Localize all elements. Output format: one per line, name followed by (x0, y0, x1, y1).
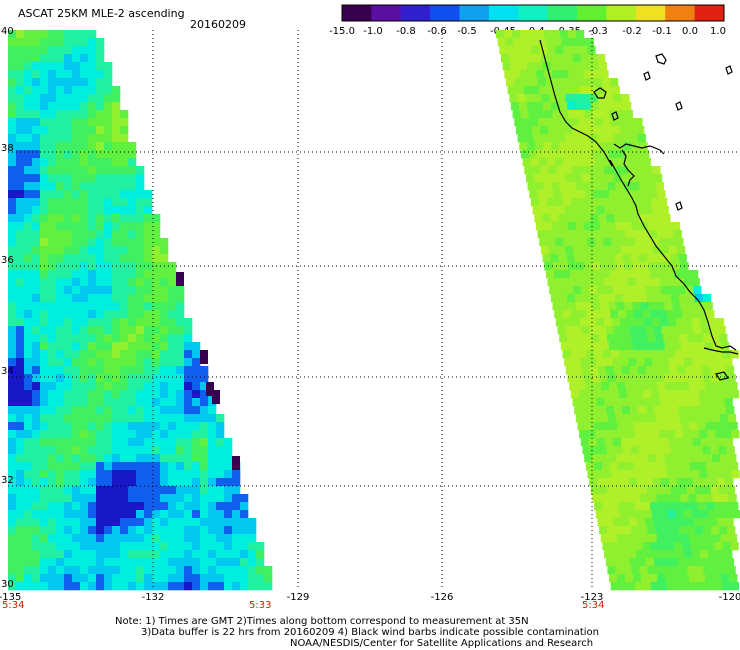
colorbar-tick: 1.0 (710, 26, 726, 37)
island-2 (593, 87, 607, 99)
california-coast (539, 39, 737, 351)
island-7 (675, 201, 683, 211)
colorbar-swatch (665, 5, 696, 21)
island-5 (675, 101, 683, 111)
colorbar (341, 4, 725, 22)
lon-label: -126 (430, 592, 454, 603)
lon-label: -129 (286, 592, 310, 603)
colorbar-swatch (488, 5, 519, 21)
sf-bay-coast (613, 143, 665, 155)
colorbar-tick: -0.3 (588, 26, 608, 37)
colorbar-swatch (547, 5, 578, 21)
island-4 (643, 71, 651, 81)
lat-label: 40 (1, 26, 14, 37)
colorbar-swatch (400, 5, 431, 21)
colorbar-swatch (694, 5, 725, 21)
colorbar-tick: -0.8 (396, 26, 416, 37)
data-swaths (8, 30, 740, 591)
island-8 (725, 65, 733, 75)
lat-label: 38 (1, 143, 14, 154)
colorbar-swatch (459, 5, 490, 21)
lat-label: 36 (1, 255, 14, 266)
lat-label: 30 (1, 579, 14, 590)
swath-time: 5:34 (582, 600, 605, 611)
island-6 (715, 371, 729, 381)
colorbar-tick: 0.0 (682, 26, 698, 37)
island-1 (655, 53, 667, 65)
bay-inner (621, 149, 635, 187)
lon-label: -132 (141, 592, 165, 603)
colorbar-swatch (430, 5, 461, 21)
colorbar-tick: -15.0 (329, 26, 355, 37)
colorbar-tick: -0.6 (427, 26, 447, 37)
coastline (539, 39, 739, 381)
note-line-1: Note: 1) Times are GMT 2)Times along bot… (115, 616, 529, 627)
colorbar-border (341, 4, 725, 22)
lon-label: -135 (0, 592, 22, 603)
lat-label: 32 (1, 475, 14, 486)
colorbar-tick: -0.2 (622, 26, 642, 37)
swath-time: 5:34 (2, 600, 25, 611)
colorbar-swatch (518, 5, 549, 21)
colorbar-tick: -1.0 (363, 26, 383, 37)
lon-label: -123 (580, 592, 604, 603)
lat-label: 34 (1, 366, 14, 377)
colorbar-swatch (606, 5, 637, 21)
note-line-3: NOAA/NESDIS/Center for Satellite Applica… (290, 638, 594, 649)
island-3 (611, 111, 619, 121)
santa-barbara-coast (703, 347, 739, 355)
map-panel (8, 30, 740, 591)
swath-time: 5:33 (249, 600, 272, 611)
colorbar-tick: -0.5 (457, 26, 477, 37)
colorbar-swatch (342, 5, 372, 21)
colorbar-swatch (577, 5, 607, 21)
note-line-2: 3)Data buffer is 22 hrs from 20160209 4)… (141, 627, 599, 638)
map-date: 20160209 (190, 18, 246, 31)
lon-label: -120 (718, 592, 740, 603)
map-gridlines (8, 30, 738, 590)
colorbar-swatch (635, 5, 666, 21)
colorbar-tick: -0.1 (652, 26, 672, 37)
colorbar-swatch (371, 5, 402, 21)
map-title: ASCAT 25KM MLE-2 ascending (18, 7, 185, 20)
